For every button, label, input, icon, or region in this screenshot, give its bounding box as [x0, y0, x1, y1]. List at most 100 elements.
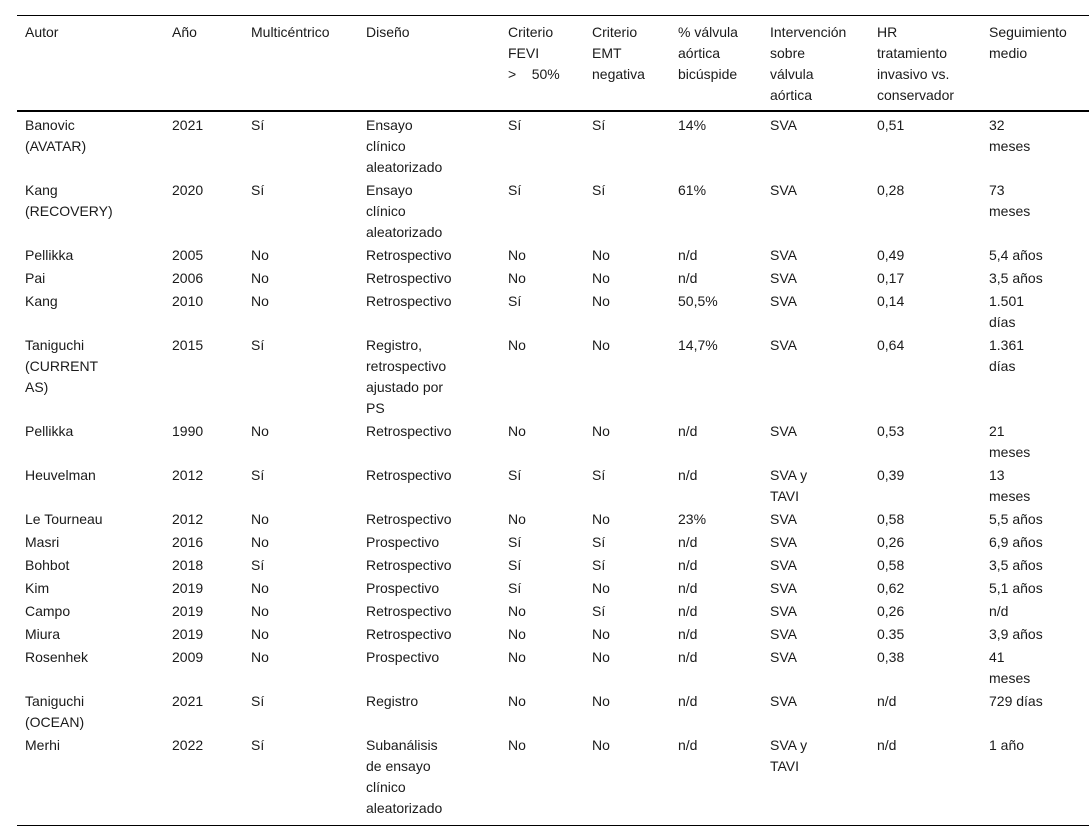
cell-criterio-fevi: Sí [508, 293, 522, 309]
cell-autor: Pellikka [25, 423, 74, 439]
column-header-hr: HR tratamiento invasivo vs. conservador [877, 24, 955, 103]
cell-hr: 0,51 [877, 117, 905, 133]
cell-ano: 2021 [172, 117, 204, 133]
cell-hr: 0,62 [877, 580, 905, 596]
cell-valvula-bicuspide: n/d [678, 270, 698, 286]
cell-ano: 2015 [172, 337, 204, 353]
cell-diseno: Subanálisis de ensayo clínico aleatoriza… [366, 737, 443, 816]
cell-seguimiento: 5,5 años [989, 511, 1043, 527]
cell-autor: Rosenhek [25, 649, 89, 665]
header-row: Autor Año Multicéntrico Diseño Criterio FEVI… [17, 15, 1089, 111]
column-header-seguimiento: Seguimiento medio [989, 24, 1067, 61]
cell-intervencion: SVA y TAVI [770, 467, 808, 504]
column-header-intervencion: Intervención sobre válvula aórtica [770, 24, 847, 103]
cell-diseno: Prospectivo [366, 580, 440, 596]
table-row: Miura 2019 No Retrospectivo No No n/d SVA 0.35 3,… [17, 623, 1089, 646]
cell-seguimiento: 1.501 días [989, 293, 1025, 330]
cell-ano: 2019 [172, 603, 204, 619]
cell-criterio-fevi: No [508, 511, 526, 527]
cell-seguimiento: 1 año [989, 737, 1025, 753]
cell-criterio-emt: No [592, 270, 610, 286]
cell-multicentrico: No [251, 270, 269, 286]
cell-multicentrico: Sí [251, 117, 265, 133]
cell-seguimiento: 729 días [989, 693, 1043, 709]
cell-valvula-bicuspide: n/d [678, 626, 698, 642]
cell-criterio-emt: Sí [592, 117, 606, 133]
cell-valvula-bicuspide: n/d [678, 423, 698, 439]
cell-valvula-bicuspide: n/d [678, 557, 698, 573]
column-header-valvula-bicuspide: % válvula aórtica bicúspide [678, 24, 738, 82]
cell-seguimiento: 41 meses [989, 649, 1031, 686]
cell-autor: Pellikka [25, 247, 74, 263]
cell-ano: 2012 [172, 511, 204, 527]
table-row: Taniguchi (CURRENT AS) 2015 Sí Registro, re… [17, 334, 1089, 420]
cell-criterio-fevi: No [508, 649, 526, 665]
cell-criterio-fevi: No [508, 626, 526, 642]
cell-ano: 2016 [172, 534, 204, 550]
table-row: Rosenhek 2009 No Prospectivo No No n/d SVA 0,38 4… [17, 646, 1089, 690]
cell-valvula-bicuspide: n/d [678, 534, 698, 550]
cell-criterio-fevi: No [508, 423, 526, 439]
column-header-diseno: Diseño [366, 24, 410, 40]
cell-multicentrico: No [251, 423, 269, 439]
cell-hr: 0,58 [877, 511, 905, 527]
cell-multicentrico: No [251, 626, 269, 642]
cell-diseno: Ensayo clínico aleatorizado [366, 182, 443, 240]
cell-diseno: Ensayo clínico aleatorizado [366, 117, 443, 175]
cell-autor: Kang (RECOVERY) [25, 182, 113, 219]
cell-multicentrico: Sí [251, 337, 265, 353]
cell-autor: Pai [25, 270, 46, 286]
table-row: Kang 2010 No Retrospectivo Sí No 50,5% SVA 0,14 1… [17, 290, 1089, 334]
cell-ano: 1990 [172, 423, 204, 439]
cell-intervencion: SVA [770, 182, 797, 198]
cell-autor: Merhi [25, 737, 61, 753]
cell-criterio-emt: Sí [592, 557, 606, 573]
cell-intervencion: SVA [770, 247, 797, 263]
table-row: Masri 2016 No Prospectivo Sí Sí n/d SVA 0,26 6,9 … [17, 531, 1089, 554]
cell-autor: Kang [25, 293, 58, 309]
table-row: Pellikka 2005 No Retrospectivo No No n/d SVA 0,4… [17, 244, 1089, 267]
cell-valvula-bicuspide: 50,5% [678, 293, 718, 309]
cell-hr: 0,58 [877, 557, 905, 573]
cell-multicentrico: Sí [251, 467, 265, 483]
cell-valvula-bicuspide: n/d [678, 603, 698, 619]
column-header-criterio-fevi: Criterio FEVI > 50% [508, 24, 560, 82]
cell-diseno: Registro [366, 693, 419, 709]
cell-seguimiento: 6,9 años [989, 534, 1043, 550]
cell-criterio-emt: No [592, 247, 610, 263]
cell-ano: 2021 [172, 693, 204, 709]
cell-criterio-emt: Sí [592, 182, 606, 198]
cell-criterio-fevi: Sí [508, 534, 522, 550]
cell-multicentrico: No [251, 511, 269, 527]
cell-criterio-fevi: Sí [508, 467, 522, 483]
cell-multicentrico: No [251, 293, 269, 309]
cell-intervencion: SVA [770, 693, 797, 709]
cell-diseno: Retrospectivo [366, 626, 452, 642]
cell-autor: Heuvelman [25, 467, 96, 483]
cell-hr: 0,53 [877, 423, 905, 439]
cell-diseno: Prospectivo [366, 649, 440, 665]
cell-intervencion: SVA [770, 557, 797, 573]
cell-hr: n/d [877, 693, 897, 709]
cell-diseno: Retrospectivo [366, 270, 452, 286]
cell-autor: Miura [25, 626, 61, 642]
cell-valvula-bicuspide: n/d [678, 247, 698, 263]
cell-multicentrico: No [251, 649, 269, 665]
cell-intervencion: SVA [770, 270, 797, 286]
cell-criterio-fevi: Sí [508, 117, 522, 133]
cell-criterio-fevi: Sí [508, 182, 522, 198]
cell-intervencion: SVA [770, 580, 797, 596]
cell-criterio-emt: No [592, 423, 610, 439]
cell-multicentrico: No [251, 247, 269, 263]
cell-autor: Kim [25, 580, 50, 596]
cell-criterio-emt: No [592, 293, 610, 309]
cell-autor: Bohbot [25, 557, 70, 573]
cell-intervencion: SVA [770, 337, 797, 353]
cell-valvula-bicuspide: n/d [678, 467, 698, 483]
cell-autor: Le Tourneau [25, 511, 103, 527]
cell-criterio-emt: No [592, 511, 610, 527]
cell-multicentrico: No [251, 534, 269, 550]
cell-intervencion: SVA [770, 423, 797, 439]
cell-multicentrico: Sí [251, 737, 265, 753]
cell-hr: 0.35 [877, 626, 905, 642]
